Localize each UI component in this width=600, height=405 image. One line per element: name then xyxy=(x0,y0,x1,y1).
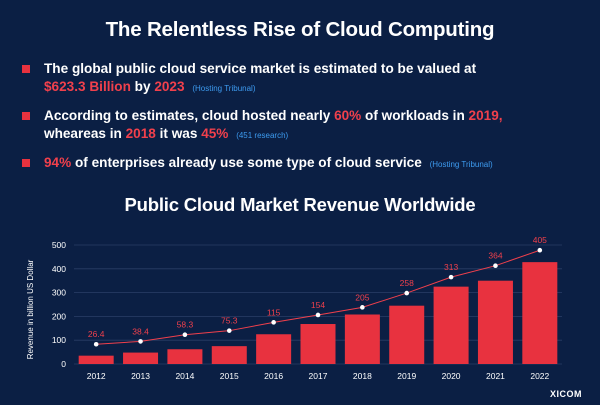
x-tick-label: 2016 xyxy=(264,371,283,381)
data-label: 26.4 xyxy=(88,329,105,339)
data-label: 75.3 xyxy=(221,316,238,326)
bar xyxy=(433,286,469,364)
trend-point xyxy=(360,305,365,310)
y-tick-label: 400 xyxy=(52,264,66,274)
page-title: The Relentless Rise of Cloud Computing xyxy=(105,18,495,41)
x-tick-label: 2018 xyxy=(353,371,372,381)
trend-point xyxy=(226,328,232,333)
trend-point xyxy=(182,332,188,338)
highlight-pct: 45% xyxy=(201,126,229,141)
trend-point xyxy=(315,312,321,318)
x-tick-label: 2015 xyxy=(220,371,239,381)
bullet-square-icon xyxy=(22,112,30,120)
trend-point xyxy=(537,247,543,253)
x-tick-label: 2012 xyxy=(87,371,106,381)
x-tick-label: 2019 xyxy=(397,371,416,381)
source-label: (451 research) xyxy=(236,131,289,140)
bullet-text: of workloads in xyxy=(361,108,469,123)
bullet-square-icon xyxy=(22,159,30,167)
data-label: 154 xyxy=(311,300,325,310)
source-label: (Hosting Tribunal) xyxy=(192,84,256,93)
bar xyxy=(344,314,380,364)
bullet-item-market-value: The global public cloud service market i… xyxy=(22,60,582,98)
y-tick-label: 0 xyxy=(61,359,66,369)
highlight-pct: 94% xyxy=(44,155,72,170)
bar xyxy=(78,355,114,364)
bullet-text: by xyxy=(130,79,155,94)
chart-title: Public Cloud Market Revenue Worldwide xyxy=(124,194,476,215)
y-tick-label: 300 xyxy=(52,288,66,298)
bullet-list: The global public cloud service market i… xyxy=(22,60,582,174)
data-label: 258 xyxy=(400,278,414,288)
highlight-year: 2018 xyxy=(125,126,156,141)
trend-point xyxy=(93,341,99,347)
bar xyxy=(211,346,247,364)
bar xyxy=(167,349,203,364)
data-label: 313 xyxy=(444,262,458,272)
bullet-text: wheareas in xyxy=(44,126,126,141)
trend-point xyxy=(448,274,454,280)
source-label: (Hosting Tribunal) xyxy=(429,160,493,169)
x-tick-label: 2017 xyxy=(309,371,328,381)
bullet-square-icon xyxy=(22,65,30,73)
data-label: 364 xyxy=(488,251,502,261)
bar xyxy=(123,352,159,364)
bullet-item-enterprises: 94% of enterprises already use some type… xyxy=(22,154,582,174)
brand-logo: XICOM xyxy=(549,389,582,399)
bullet-text: The global public cloud service market i… xyxy=(44,61,477,76)
bullet-item-workloads: According to estimates, cloud hosted nea… xyxy=(22,107,582,145)
highlight-year: 2023 xyxy=(154,79,185,94)
bar xyxy=(477,280,513,364)
bar xyxy=(256,334,292,364)
x-tick-label: 2022 xyxy=(530,371,549,381)
data-label: 205 xyxy=(355,292,369,302)
trend-point xyxy=(138,339,143,344)
y-tick-label: 200 xyxy=(52,311,66,321)
x-tick-label: 2013 xyxy=(131,371,150,381)
highlight-year: 2019, xyxy=(468,108,503,123)
bullet-text: of enterprises already use some type of … xyxy=(71,155,422,170)
trend-point xyxy=(404,290,410,296)
trend-point xyxy=(493,263,498,269)
trend-point xyxy=(271,320,276,325)
highlight-value: $623.3 Billion xyxy=(44,79,131,94)
bar xyxy=(522,262,558,364)
bar xyxy=(300,324,336,364)
bar xyxy=(389,305,425,364)
x-tick-label: 2014 xyxy=(175,371,194,381)
y-axis-label: Revenue in billion US Dollar xyxy=(26,259,35,359)
x-tick-label: 2020 xyxy=(442,371,461,381)
bullet-text: it was xyxy=(155,126,202,141)
y-tick-label: 100 xyxy=(52,335,66,345)
y-tick-label: 500 xyxy=(52,240,66,250)
data-label: 405 xyxy=(533,235,547,245)
x-tick-label: 2021 xyxy=(486,371,505,381)
data-label: 38.4 xyxy=(132,326,149,336)
data-label: 58.3 xyxy=(177,320,194,330)
bullet-text: According to estimates, cloud hosted nea… xyxy=(44,108,335,123)
data-label: 115 xyxy=(267,307,281,317)
highlight-pct: 60% xyxy=(334,108,362,123)
